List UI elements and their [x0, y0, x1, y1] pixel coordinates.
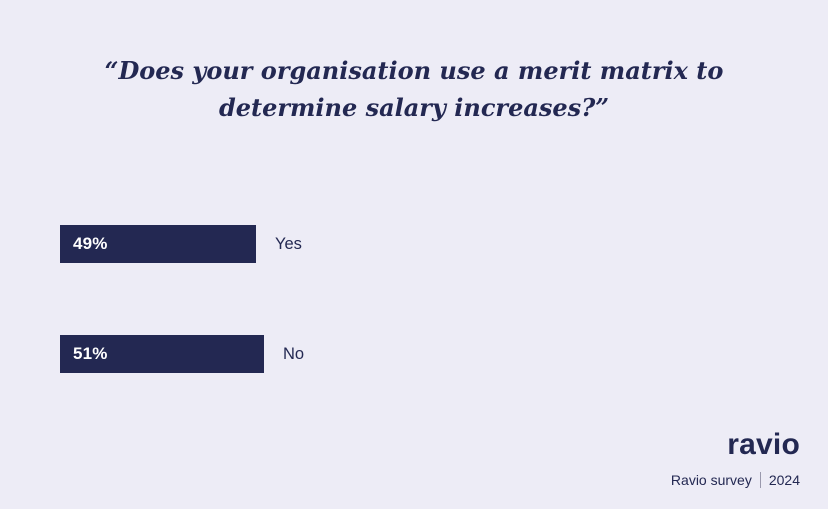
chart-title: “Does your organisation use a merit matr… [104, 56, 724, 123]
source-line: Ravio survey 2024 [671, 472, 800, 488]
bar-no: 51% [60, 335, 264, 373]
bar-category-no: No [283, 344, 305, 363]
brand-block: ravio Ravio survey 2024 [671, 430, 800, 488]
ravio-logo: ravio [727, 428, 800, 461]
source-label: Ravio survey [670, 472, 752, 488]
source-year: 2024 [768, 472, 800, 488]
bar-value-no: 51% [73, 344, 108, 363]
bar-yes: 49% [60, 225, 256, 263]
bar-row-no: 51% No [60, 335, 304, 373]
bar-value-yes: 49% [73, 234, 108, 253]
bar-row-yes: 49% Yes [60, 225, 302, 263]
bar-category-yes: Yes [275, 234, 302, 253]
source-separator [759, 472, 761, 488]
